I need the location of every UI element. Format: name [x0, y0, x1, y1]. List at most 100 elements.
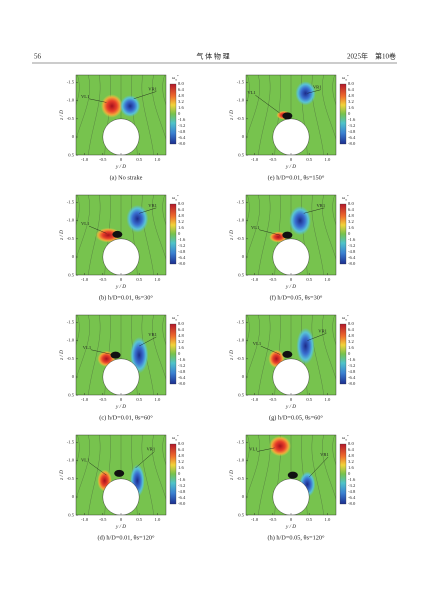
journal: 气 体 物 理 [196, 52, 229, 61]
y-tick-label: -1.0 [237, 98, 245, 103]
colorbar-tick-label: 0 [178, 351, 181, 356]
x-tick-label: -1.0 [251, 397, 259, 402]
streamline [258, 195, 271, 275]
colorbar-tick-label: -3.2 [178, 243, 186, 248]
colorbar-tick-label: 3.2 [178, 459, 184, 464]
colorbar-title-base: ω [342, 75, 346, 80]
y-tick-label: 0 [242, 494, 245, 499]
colorbar-tick-label: 0 [348, 471, 351, 476]
y-tick-label: -0.5 [237, 236, 245, 241]
vortex-label: VR1 [320, 452, 329, 457]
colorbar-tick-label: 1.6 [348, 225, 354, 230]
colorbar-title-sup: * [347, 74, 349, 78]
y-tick-label: -1.5 [237, 439, 245, 444]
colorbar-tick-label: -4.8 [178, 489, 186, 494]
colorbar-tick-label: -6.4 [348, 495, 356, 500]
x-tick-label: -1.0 [251, 517, 259, 522]
streamline [322, 195, 336, 260]
x-tick-label: 0 [290, 397, 293, 402]
streamline [88, 435, 101, 515]
y-tick-label: -1.0 [67, 218, 75, 223]
x-tick-label: -1.0 [81, 397, 89, 402]
streamline [311, 315, 324, 395]
colorbar-tick-label: 8.0 [178, 201, 184, 206]
streamline [332, 435, 336, 466]
y-tick-label: -1.5 [67, 319, 75, 324]
x-tick-label: -1.0 [81, 517, 89, 522]
vortex-blue [119, 95, 141, 117]
plot [246, 435, 336, 515]
colorbar-tick-label: -3.2 [348, 483, 356, 488]
streamline [76, 75, 80, 106]
leader [307, 89, 321, 94]
colorbar-title-base: ω [172, 435, 176, 440]
x-axis-label: y / D [115, 404, 126, 410]
y-tick-label: -0.5 [237, 116, 245, 121]
y-tick-label: -1.5 [237, 199, 245, 204]
colorbar-tick-label: 4.8 [348, 333, 354, 338]
colorbar-tick-label: 3.2 [348, 99, 354, 104]
y-tick-label: -0.5 [237, 476, 245, 481]
x-tick-label: 0.5 [136, 517, 142, 522]
x-tick-label: -0.5 [99, 277, 107, 282]
streamline [246, 195, 250, 226]
colorbar-tick-label: -6.4 [348, 255, 356, 260]
colorbar-tick-label: -1.6 [178, 477, 186, 482]
colorbar-tick-label: 6.4 [348, 447, 354, 452]
caption: (b) h/D=0.01, θs=30° [99, 294, 153, 301]
leader [255, 94, 281, 114]
x-tick-label: 0.5 [136, 277, 142, 282]
leader [139, 336, 157, 347]
vortex-label: VL1 [253, 341, 262, 346]
leader [90, 349, 112, 355]
colorbar-tick-label: -4.8 [348, 489, 356, 494]
colorbar-tick-label: 6.4 [178, 327, 184, 332]
leader [133, 91, 157, 99]
colorbar-tick-label: 4.8 [178, 93, 184, 98]
colorbar-tick-label: 0 [348, 111, 351, 116]
colorbar-tick-label: -8.0 [178, 141, 186, 146]
colorbar-tick-label: 3.2 [178, 219, 184, 224]
leader [88, 462, 107, 476]
x-tick-label: 0.5 [136, 157, 142, 162]
x-tick-label: 1.0 [325, 517, 331, 522]
streamline [311, 195, 324, 275]
leader [260, 345, 281, 355]
x-tick-label: 1.0 [155, 157, 161, 162]
y-tick-label: 0 [72, 494, 75, 499]
vortex-label: VR1 [146, 447, 155, 452]
colorbar-tick-label: 4.8 [348, 453, 354, 458]
x-tick-label: -0.5 [99, 157, 107, 162]
cylinder [272, 478, 310, 515]
colorbar-title-sub: x [175, 317, 177, 321]
y-tick-label: 0 [72, 134, 75, 139]
colorbar-tick-label: 4.8 [178, 333, 184, 338]
colorbar-tick-label: 6.4 [178, 447, 184, 452]
streamline [246, 435, 250, 466]
colorbar-tick-label: -3.2 [348, 363, 356, 368]
colorbar-tick-label: -4.8 [348, 129, 356, 134]
colorbar-tick-label: 0 [178, 471, 181, 476]
x-tick-label: -0.5 [99, 517, 107, 522]
vortex-label: VL1 [83, 345, 92, 350]
y-axis-label: z / D [59, 350, 65, 361]
streamline [332, 195, 336, 226]
streamline [322, 75, 336, 140]
y-tick-label: -1.5 [237, 319, 245, 324]
x-axis-label: y / D [285, 524, 296, 530]
colorbar-title: ωx* [342, 434, 349, 442]
plot [246, 315, 336, 395]
vortex-core [112, 230, 123, 238]
caption: (d) h/D=0.01, θs=120° [97, 534, 155, 541]
y-tick-label: -1.0 [67, 458, 75, 463]
y-axis-label: z / D [229, 470, 235, 481]
streamline [76, 435, 80, 466]
colorbar-tick-label: 4.8 [178, 213, 184, 218]
colorbar-title-sup: * [177, 74, 179, 78]
x-axis-label: y / D [285, 284, 296, 290]
colorbar-title-sub: x [345, 437, 347, 441]
panel: VL1 VR1 -1.0 -0.5 0 0.5 1.0 -1.5 -1.0 -0.5 0 0.5 y /… [229, 434, 356, 542]
colorbar-title-base: ω [342, 315, 346, 320]
vortex-core [287, 471, 298, 479]
